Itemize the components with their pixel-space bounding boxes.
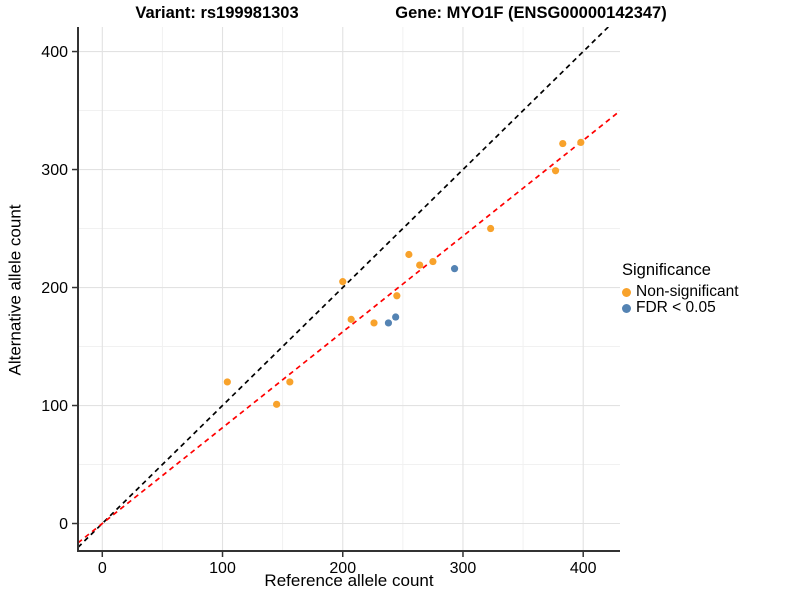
data-point-non-significant [559, 139, 567, 148]
data-point-non-significant [339, 278, 347, 286]
y-tick-label: 200 [41, 280, 68, 297]
data-point-non-significant [393, 292, 401, 300]
x-tick-label: 100 [209, 560, 236, 577]
legend-dot-non-significant [622, 287, 631, 297]
legend: Significance Non-significant FDR < 0.05 [622, 261, 739, 316]
data-point-fdr [392, 313, 400, 321]
legend-item-fdr: FDR < 0.05 [622, 299, 739, 316]
x-axis-title: Reference allele count [264, 571, 434, 590]
legend-item-non-significant: Non-significant [622, 283, 739, 300]
data-point-non-significant [487, 224, 495, 233]
x-tick-label: 300 [450, 560, 477, 577]
data-point-fdr [384, 319, 393, 327]
fit-line [78, 110, 620, 544]
data-point-non-significant [551, 167, 560, 175]
x-tick-label: 400 [570, 560, 597, 577]
y-tick-label: 300 [41, 162, 68, 179]
data-point-non-significant [370, 319, 378, 327]
y-tick-label: 400 [41, 44, 68, 61]
legend-label-non-significant: Non-significant [636, 283, 739, 300]
legend-dot-fdr [622, 303, 631, 313]
legend-label-fdr: FDR < 0.05 [636, 299, 716, 316]
y-tick-label: 100 [41, 398, 68, 415]
data-point-non-significant [416, 261, 424, 269]
y-axis-title: Alternative allele count [6, 204, 26, 376]
data-point-non-significant [286, 378, 294, 386]
plot-title-variant: Variant: rs199981303 [135, 4, 299, 22]
data-point-non-significant [223, 378, 231, 386]
data-point-non-significant [405, 250, 413, 259]
data-point-fdr [450, 265, 459, 273]
data-point-non-significant [577, 138, 585, 146]
plot-title-gene: Gene: MYO1F (ENSG00000142347) [395, 4, 667, 22]
x-tick-label: 0 [98, 560, 107, 577]
data-point-non-significant [347, 315, 355, 323]
data-point-non-significant [273, 400, 281, 408]
y-axis-title-wrap: Alternative allele count [0, 0, 34, 600]
data-point-non-significant [429, 257, 437, 266]
identity-line [78, 27, 610, 548]
legend-title: Significance [622, 261, 711, 279]
x-tick-label: 200 [329, 560, 356, 577]
y-tick-label: 0 [59, 516, 68, 533]
